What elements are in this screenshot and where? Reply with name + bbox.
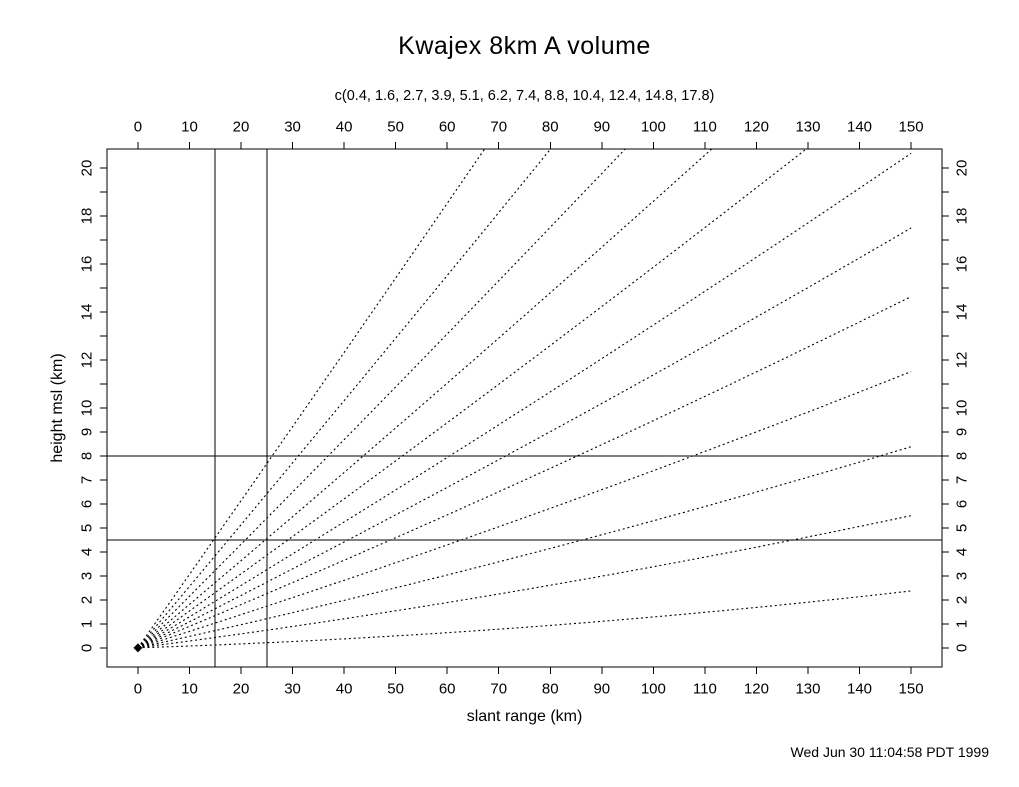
y-tick-label-right: 3 [953, 571, 971, 581]
x-tick-label-top: 20 [232, 118, 250, 136]
beam-elevation-line-7.4 [137, 152, 912, 649]
y-tick-label-left: 12 [78, 351, 96, 369]
x-tick-label-top: 10 [181, 118, 198, 136]
y-tick-label-right: 12 [953, 351, 971, 369]
y-tick-label-right: 5 [953, 523, 971, 533]
x-tick-label-top: 90 [593, 118, 611, 136]
x-tick-label-top: 110 [692, 118, 717, 136]
x-tick-label-bottom: 40 [335, 680, 353, 698]
x-tick-label-bottom: 150 [898, 680, 924, 698]
beam-elevation-line-1.6 [137, 515, 912, 649]
y-tick-label-left: 0 [78, 643, 96, 652]
x-tick-label-bottom: 130 [795, 680, 821, 698]
plot-box [106, 148, 943, 668]
y-tick-label-left: 20 [78, 159, 96, 177]
y-axis-title: height msl (km) [49, 353, 66, 463]
x-tick-label-top: 50 [387, 118, 404, 136]
x-tick-label-bottom: 60 [438, 680, 456, 698]
y-tick-label-right: 1 [953, 619, 971, 628]
chart-subtitle: c(0.4, 1.6, 2.7, 3.9, 5.1, 6.2, 7.4, 8.8… [334, 88, 715, 104]
x-tick-label-bottom: 20 [232, 680, 250, 698]
x-tick-label-top: 140 [847, 118, 873, 136]
y-tick-label-right: 8 [953, 451, 971, 461]
y-tick-label-right: 18 [953, 207, 971, 225]
y-tick-label-right: 7 [953, 475, 971, 485]
y-tick-label-left: 5 [78, 523, 96, 533]
x-tick-label-top: 60 [438, 118, 456, 136]
x-axis-title: slant range (km) [466, 708, 583, 725]
x-tick-label-top: 100 [640, 118, 666, 136]
y-tick-label-left: 1 [78, 619, 96, 628]
x-tick-label-top: 70 [490, 118, 508, 136]
y-tick-label-left: 10 [78, 399, 96, 417]
y-tick-label-left: 8 [78, 451, 96, 461]
x-tick-label-bottom: 70 [490, 680, 508, 698]
y-tick-label-left: 9 [78, 427, 96, 437]
y-tick-label-left: 18 [78, 207, 96, 225]
y-tick-label-right: 2 [953, 595, 971, 605]
x-tick-label-top: 150 [898, 118, 924, 136]
y-tick-label-right: 14 [953, 303, 971, 321]
beam-elevation-line-10.4 [137, 148, 713, 649]
y-tick-label-left: 4 [78, 547, 96, 557]
beam-elevation-line-3.9 [137, 371, 912, 649]
x-tick-label-top: 130 [795, 118, 821, 136]
x-tick-label-top: 80 [541, 118, 559, 136]
beam-elevation-line-17.8 [137, 148, 486, 649]
y-tick-label-left: 3 [78, 571, 96, 581]
x-tick-label-bottom: 120 [743, 680, 769, 698]
y-tick-label-left: 14 [78, 303, 96, 321]
x-tick-label-bottom: 30 [284, 680, 301, 698]
y-tick-label-left: 16 [78, 255, 96, 273]
y-tick-label-right: 20 [953, 159, 971, 177]
beam-elevation-line-6.2 [137, 227, 912, 649]
y-tick-label-right: 9 [953, 427, 971, 437]
beam-elevation-line-8.8 [137, 148, 807, 649]
y-tick-label-left: 2 [78, 595, 96, 605]
x-tick-label-top: 30 [284, 118, 301, 136]
x-tick-label-bottom: 0 [133, 680, 143, 698]
x-tick-label-bottom: 100 [640, 680, 666, 698]
beam-elevation-line-12.4 [137, 148, 626, 649]
y-tick-label-right: 0 [953, 643, 971, 652]
x-tick-label-bottom: 10 [181, 680, 198, 698]
y-tick-label-right: 10 [953, 399, 971, 417]
beam-elevation-line-5.1 [137, 296, 912, 649]
origin-marker [133, 643, 143, 653]
beam-elevation-line-2.7 [137, 446, 912, 649]
chart-title: Kwajex 8km A volume [398, 32, 651, 60]
timestamp: Wed Jun 30 11:04:58 PDT 1999 [790, 744, 989, 760]
x-tick-label-bottom: 80 [541, 680, 559, 698]
y-tick-label-right: 16 [953, 255, 971, 273]
x-tick-label-bottom: 50 [387, 680, 404, 698]
y-tick-label-right: 6 [953, 499, 971, 509]
y-tick-label-left: 6 [78, 499, 96, 509]
x-tick-label-top: 40 [335, 118, 353, 136]
x-tick-label-bottom: 90 [593, 680, 611, 698]
y-tick-label-right: 4 [953, 547, 971, 557]
beam-elevation-line-14.8 [137, 148, 551, 649]
x-tick-label-bottom: 110 [692, 680, 717, 698]
x-tick-label-top: 0 [133, 118, 143, 136]
x-tick-label-bottom: 140 [847, 680, 873, 698]
y-tick-label-left: 7 [78, 475, 96, 485]
x-tick-label-top: 120 [743, 118, 769, 136]
